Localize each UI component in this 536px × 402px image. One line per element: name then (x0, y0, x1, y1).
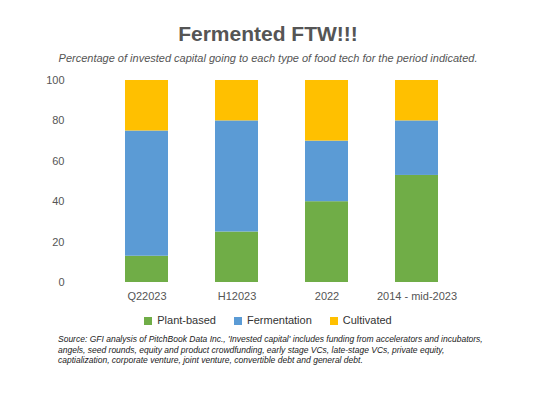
html-text:Percentage of invested capital: Percentage of invested capital going to … (58, 52, 478, 64)
svg-text:0: 0 (58, 276, 64, 288)
svg-text:20: 20 (52, 236, 64, 248)
svg-text:Q22023: Q22023 (127, 290, 166, 302)
svg-text:60: 60 (52, 155, 64, 167)
svg-text:80: 80 (52, 114, 64, 126)
html-text:Plant-based: Plant-based (157, 314, 216, 326)
html-text:Fermentation: Fermentation (247, 314, 312, 326)
svg-text:100: 100 (46, 74, 64, 86)
svg-text:2022: 2022 (315, 290, 339, 302)
html-text:Source: GFI analysis of PitchB: Source: GFI analysis of PitchBook Data I… (58, 334, 483, 366)
svg-text:2014 - mid-2023: 2014 - mid-2023 (377, 290, 457, 302)
html-text:Fermented FTW!!!: Fermented FTW!!! (178, 22, 358, 45)
svg-text:H12023: H12023 (218, 290, 257, 302)
svg-text:40: 40 (52, 195, 64, 207)
html-text:Cultivated: Cultivated (342, 314, 392, 326)
